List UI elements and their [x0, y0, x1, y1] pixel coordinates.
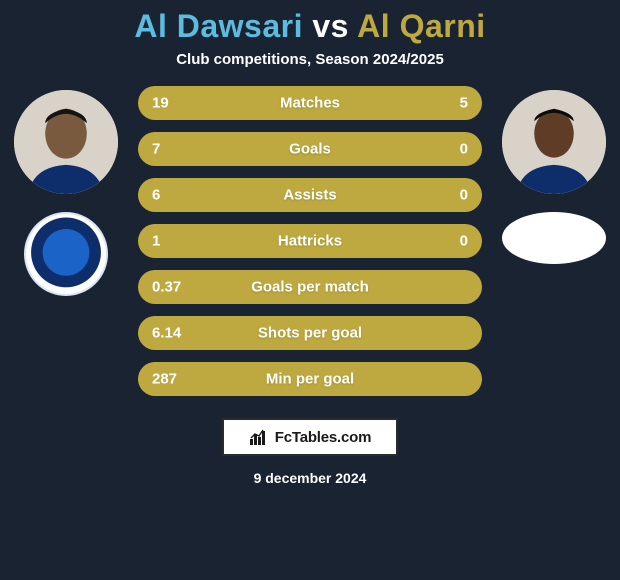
right-club-badge	[502, 212, 606, 264]
stat-value-right: 0	[460, 233, 468, 250]
stat-row: 7Goals0	[138, 132, 482, 166]
stat-row: 287Min per goal	[138, 362, 482, 396]
left-club-badge	[24, 212, 108, 296]
left-player-silhouette	[14, 90, 118, 194]
left-player-avatar	[14, 90, 118, 194]
stat-value-right: 5	[460, 95, 468, 112]
stat-label: Assists	[138, 187, 482, 204]
stat-bars: 19Matches5 7Goals0 6Assists0 1Hattricks0 0.3…	[138, 86, 482, 396]
right-column	[500, 86, 608, 264]
stat-row: 19Matches5	[138, 86, 482, 120]
right-player-silhouette	[502, 90, 606, 194]
stat-label: Goals	[138, 141, 482, 158]
bars-icon	[249, 427, 269, 447]
stat-label: Min per goal	[138, 371, 482, 388]
date-text: 9 december 2024	[0, 470, 620, 486]
left-column	[12, 86, 120, 296]
comparison-card: Al Dawsari vs Al Qarni Club competitions…	[0, 0, 620, 580]
stat-label: Hattricks	[138, 233, 482, 250]
stat-value-right: 0	[460, 141, 468, 158]
stat-label: Shots per goal	[138, 325, 482, 342]
brand-name: FcTables.com	[275, 429, 372, 446]
title-right-player: Al Qarni	[357, 8, 485, 44]
brand-logo-box: FcTables.com	[222, 418, 398, 456]
subtitle: Club competitions, Season 2024/2025	[0, 51, 620, 68]
title-vs: vs	[312, 8, 349, 44]
title-left-player: Al Dawsari	[134, 8, 303, 44]
stat-value-right: 0	[460, 187, 468, 204]
stat-label: Goals per match	[138, 279, 482, 296]
stat-row: 1Hattricks0	[138, 224, 482, 258]
stat-row: 6Assists0	[138, 178, 482, 212]
stat-row: 6.14Shots per goal	[138, 316, 482, 350]
right-player-avatar	[502, 90, 606, 194]
main-row: 19Matches5 7Goals0 6Assists0 1Hattricks0 0.3…	[0, 86, 620, 396]
stat-row: 0.37Goals per match	[138, 270, 482, 304]
stat-label: Matches	[138, 95, 482, 112]
page-title: Al Dawsari vs Al Qarni	[0, 8, 620, 45]
